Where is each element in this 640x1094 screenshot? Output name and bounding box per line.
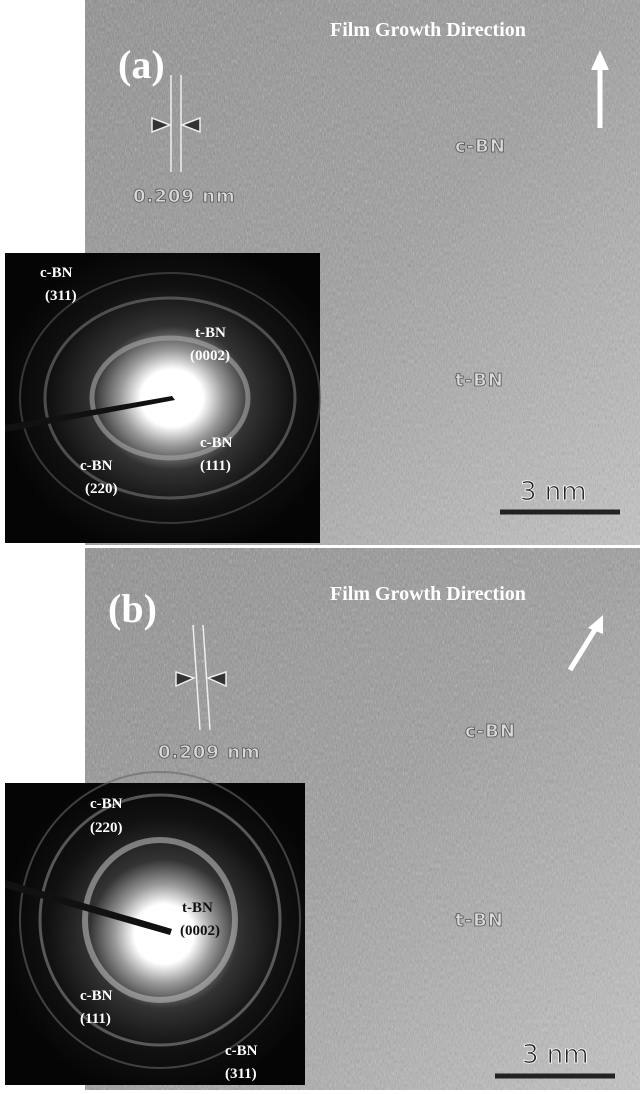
region-label: c-BN <box>455 136 506 157</box>
inset-label: (220) <box>85 481 118 497</box>
spacing-label: 0.209 nm <box>133 186 236 207</box>
direction-label: Film Growth Direction <box>330 19 526 41</box>
inset-label: c-BN <box>90 796 123 812</box>
spacing-label: 0.209 nm <box>158 742 261 763</box>
panel-label: (b) <box>108 586 157 631</box>
inset-label: (311) <box>225 1066 257 1082</box>
inset-label: (220) <box>90 820 123 836</box>
region-label: t-BN <box>455 910 504 931</box>
scale-bar-label: 3 nm <box>522 1040 589 1070</box>
diffraction-inset: c-BN (311) t-BN (0002) c-BN (111) c-BN (… <box>5 253 320 543</box>
inset-label: (311) <box>45 288 77 304</box>
inset-label: c-BN <box>200 435 233 451</box>
inset-label: c-BN <box>80 458 113 474</box>
region-label: t-BN <box>455 370 504 391</box>
diffraction-inset: c-BN (220) t-BN (0002) c-BN (111) c-BN (… <box>5 772 305 1085</box>
inset-label: c-BN <box>40 265 73 281</box>
panel-label: (a) <box>118 42 165 87</box>
inset-label: (0002) <box>190 348 230 364</box>
inset-label: t-BN <box>195 325 226 341</box>
page: {"panels": [ {"label": "(a)", "direction… <box>0 0 640 1094</box>
inset-label: t-BN <box>182 900 213 916</box>
inset-label: (0002) <box>180 923 220 939</box>
direction-label: Film Growth Direction <box>330 583 526 605</box>
inset-label: (111) <box>80 1011 111 1027</box>
panel-a: (a) Film Growth Direction 0.209 nm c-BN … <box>5 0 640 545</box>
inset-label: (111) <box>200 458 231 474</box>
scale-bar-label: 3 nm <box>520 477 587 507</box>
figure: (a) Film Growth Direction 0.209 nm c-BN … <box>0 0 640 1094</box>
panel-b: (b) Film Growth Direction 0.209 nm c-BN … <box>5 548 640 1090</box>
inset-label: c-BN <box>225 1043 258 1059</box>
inset-label: c-BN <box>80 988 113 1004</box>
region-label: c-BN <box>465 721 516 742</box>
